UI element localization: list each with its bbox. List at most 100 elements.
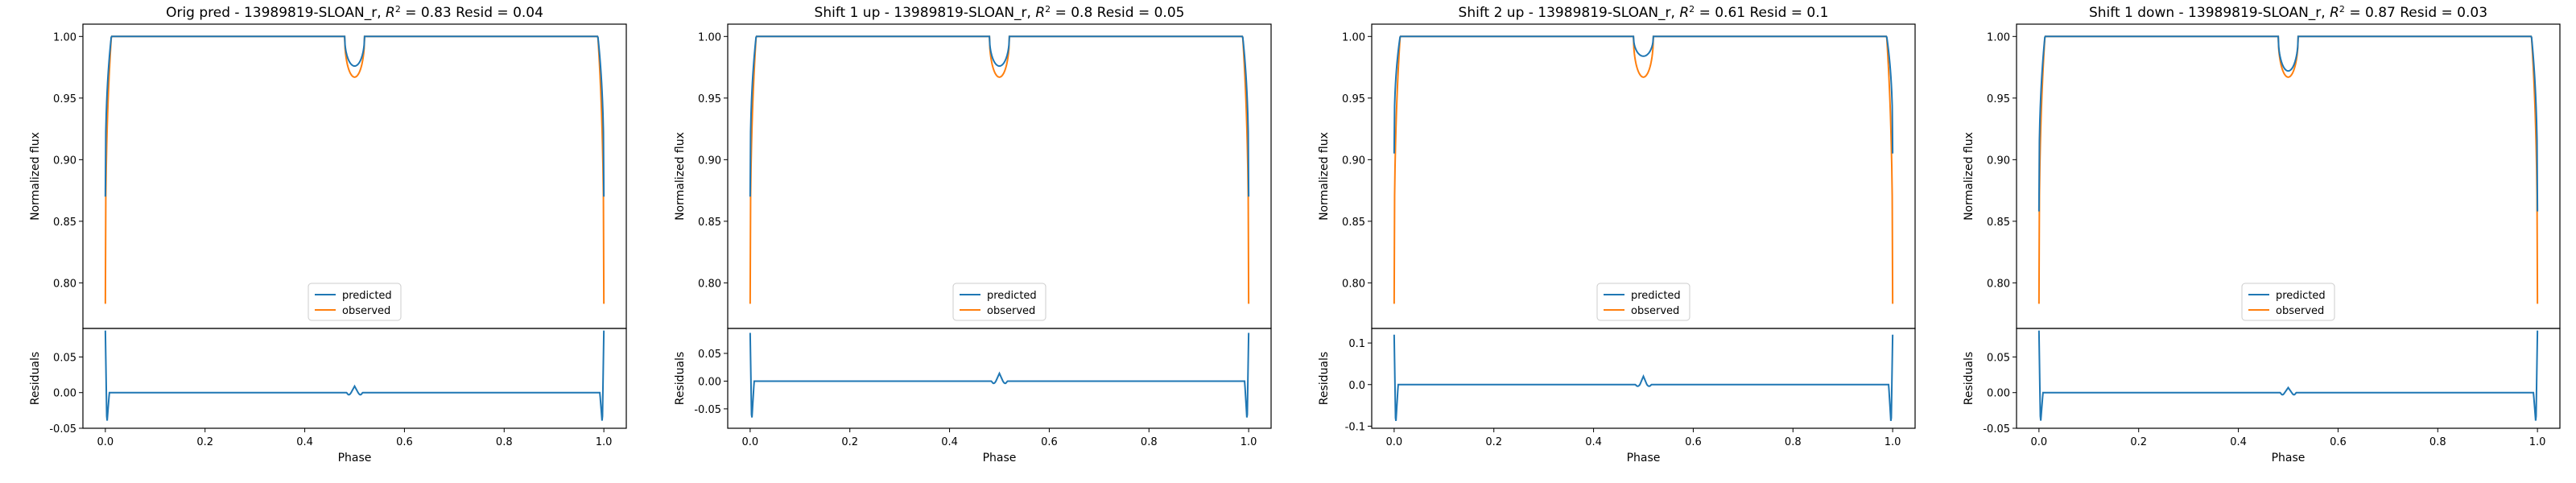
legend: predicted observed: [1596, 283, 1690, 321]
flux-ytick-label: 0.85: [698, 217, 721, 229]
flux-ytick-label: 0.90: [53, 155, 76, 167]
residuals-line: [749, 332, 1250, 418]
xtick-label: 0.0: [97, 436, 114, 448]
flux-ytick-label: 0.95: [53, 93, 76, 105]
legend-box: [952, 283, 1046, 321]
x-axis-label: Phase: [983, 452, 1017, 464]
x-axis-label: Phase: [1627, 452, 1661, 464]
flux-ytick-label: 0.90: [1987, 155, 2010, 167]
xtick-label: 0.8: [496, 436, 513, 448]
predicted-line: [2037, 35, 2539, 212]
flux-y-axis-label: Normalized flux: [1318, 132, 1331, 221]
flux-axes-frame: [1371, 23, 1916, 329]
xtick-label: 0.2: [1485, 436, 1502, 448]
legend: predicted observed: [308, 283, 402, 321]
chart-title: Shift 1 down - 13989819-SLOAN_r, R2 = 0.…: [2089, 4, 2487, 22]
flux-ytick-label: 0.85: [1987, 217, 2010, 229]
flux-y-axis-label: Normalized flux: [29, 132, 42, 221]
residual-y-axis-label: Residuals: [1963, 352, 1975, 405]
chart-panel-2: Shift 1 up - 13989819-SLOAN_r, R2 = 0.8 …: [674, 4, 1272, 464]
xtick-label: 0.4: [1585, 436, 1602, 448]
legend-label-predicted: predicted: [987, 290, 1037, 302]
residual-ytick-label: 0.0: [1348, 380, 1365, 392]
flux-ytick-label: 1.00: [698, 31, 721, 43]
xtick-label: 0.6: [396, 436, 413, 448]
xtick-label: 0.6: [1685, 436, 1702, 448]
flux-ytick-label: 0.80: [1342, 278, 1365, 290]
flux-axes-frame: [2016, 23, 2561, 329]
chart-title: Shift 2 up - 13989819-SLOAN_r, R2 = 0.61…: [1459, 4, 1829, 22]
legend-label-predicted: predicted: [342, 290, 392, 302]
residual-ytick-label: 0.1: [1348, 338, 1365, 350]
residual-y-axis-label: Residuals: [674, 352, 687, 405]
flux-y-axis-label: Normalized flux: [674, 132, 687, 221]
residual-axes-frame: [2016, 328, 2561, 429]
xtick-label: 1.0: [1885, 436, 1901, 448]
flux-ytick-label: 0.95: [1342, 93, 1365, 105]
residuals-line: [1393, 334, 1894, 421]
observed-line: [104, 35, 605, 304]
chart-panel-1: Orig pred - 13989819-SLOAN_r, R2 = 0.83 …: [29, 4, 627, 464]
chart-panel-3: Shift 2 up - 13989819-SLOAN_r, R2 = 0.61…: [1318, 4, 1916, 464]
chart-title: Orig pred - 13989819-SLOAN_r, R2 = 0.83 …: [166, 4, 543, 22]
flux-ytick-label: 0.90: [1342, 155, 1365, 167]
residual-ytick-label: -0.1: [1345, 421, 1365, 433]
chart-panel-4: Shift 1 down - 13989819-SLOAN_r, R2 = 0.…: [1963, 4, 2561, 464]
legend: predicted observed: [2241, 283, 2335, 321]
flux-y-axis-label: Normalized flux: [1963, 132, 1975, 221]
residual-ytick-label: 0.00: [53, 388, 76, 400]
xtick-label: 0.0: [1386, 436, 1403, 448]
residual-axes-frame: [82, 328, 627, 429]
flux-ytick-label: 1.00: [53, 31, 76, 43]
residual-ytick-label: -0.05: [694, 404, 721, 416]
residual-ytick-label: 0.00: [1987, 388, 2010, 400]
legend-label-predicted: predicted: [1631, 290, 1681, 302]
legend-label-predicted: predicted: [2276, 290, 2326, 302]
flux-axes-frame: [727, 23, 1272, 329]
residuals-line: [104, 330, 605, 421]
chart-title: Shift 1 up - 13989819-SLOAN_r, R2 = 0.8 …: [815, 4, 1185, 22]
flux-ytick-label: 0.90: [698, 155, 721, 167]
legend-box: [2241, 283, 2335, 321]
legend-label-observed: observed: [987, 305, 1035, 317]
xtick-label: 0.6: [1041, 436, 1058, 448]
x-axis-label: Phase: [338, 452, 372, 464]
xtick-label: 0.0: [2031, 436, 2048, 448]
xtick-label: 1.0: [596, 436, 613, 448]
residual-ytick-label: 0.05: [1987, 352, 2010, 364]
flux-axes-frame: [82, 23, 627, 329]
residual-y-axis-label: Residuals: [1318, 352, 1331, 405]
flux-ytick-label: 0.80: [698, 278, 721, 290]
observed-line: [1393, 35, 1894, 304]
predicted-line: [749, 35, 1250, 197]
flux-ytick-label: 1.00: [1342, 31, 1365, 43]
xtick-label: 0.4: [2230, 436, 2247, 448]
x-axis-label: Phase: [2272, 452, 2306, 464]
xtick-label: 0.4: [941, 436, 958, 448]
legend-label-observed: observed: [342, 305, 390, 317]
flux-ytick-label: 0.85: [53, 217, 76, 229]
residual-ytick-label: -0.05: [1983, 423, 2010, 436]
flux-ytick-label: 0.85: [1342, 217, 1365, 229]
xtick-label: 1.0: [2529, 436, 2546, 448]
legend-box: [1596, 283, 1690, 321]
residual-ytick-label: -0.05: [49, 423, 76, 436]
residuals-line: [2037, 330, 2539, 421]
xtick-label: 0.8: [2429, 436, 2446, 448]
flux-ytick-label: 0.80: [53, 278, 76, 290]
residual-y-axis-label: Residuals: [29, 352, 42, 405]
xtick-label: 0.8: [1785, 436, 1802, 448]
legend-label-observed: observed: [2276, 305, 2324, 317]
xtick-label: 0.2: [841, 436, 858, 448]
xtick-label: 1.0: [1241, 436, 1257, 448]
residual-ytick-label: 0.05: [698, 349, 721, 361]
legend-box: [308, 283, 402, 321]
xtick-label: 0.8: [1141, 436, 1158, 448]
xtick-label: 0.2: [2130, 436, 2147, 448]
legend-label-observed: observed: [1631, 305, 1679, 317]
predicted-line: [1393, 35, 1894, 154]
xtick-label: 0.4: [296, 436, 313, 448]
observed-line: [749, 35, 1250, 304]
flux-ytick-label: 0.80: [1987, 278, 2010, 290]
